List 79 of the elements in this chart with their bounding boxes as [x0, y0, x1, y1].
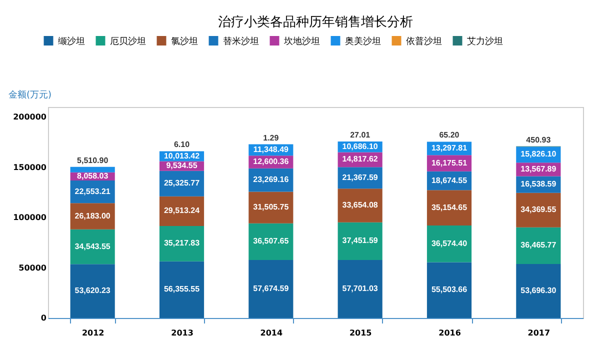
y-tick-label: 100000: [13, 213, 47, 222]
bar: [338, 188, 382, 222]
chart-title: 治疗小类各品种历年销售增长分析: [218, 15, 413, 30]
bar: [70, 229, 115, 264]
x-tick-label: 2012: [82, 328, 104, 338]
legend-label: 氯沙坦: [171, 36, 198, 47]
data-label: 8,058.03: [77, 171, 109, 180]
legend-label: 厄贝沙坦: [110, 36, 146, 47]
data-label: 1.29: [263, 133, 280, 142]
bar: [159, 261, 204, 318]
data-label: 53,696.30: [520, 286, 557, 296]
data-label: 33,654.08: [342, 200, 378, 210]
data-label: 53,620.23: [74, 286, 111, 296]
legend-label: 奥美沙坦: [345, 36, 381, 47]
data-label: 15,826.10: [520, 150, 557, 159]
data-label: 27.01: [350, 130, 371, 140]
data-label: 6.10: [174, 140, 190, 150]
y-tick-label: 0: [40, 314, 47, 322]
bar: [516, 192, 561, 228]
data-label: 16,175.51: [431, 158, 468, 168]
bar: [516, 264, 561, 318]
legend-label: 依普沙坦: [406, 36, 442, 47]
legend-label: 缬沙坦: [58, 36, 85, 47]
bar: [248, 192, 294, 224]
data-label: 35,154.65: [431, 202, 468, 212]
data-label: 57,701.03: [342, 284, 378, 294]
data-label: 12,600.36: [253, 157, 290, 166]
data-label: 36,574.40: [431, 238, 468, 248]
data-label: 36,465.77: [520, 240, 557, 250]
data-label: 34,543.55: [74, 242, 111, 251]
data-label: 450.93: [526, 135, 552, 144]
data-label: 36,507.65: [253, 236, 290, 246]
legend-label: 艾力沙坦: [467, 36, 503, 47]
bar: [70, 264, 115, 318]
data-label: 16,538.59: [520, 180, 557, 189]
data-label: 5,510.90: [77, 156, 109, 165]
y-tick-label: 200000: [13, 112, 47, 122]
data-label: 18,674.55: [431, 176, 468, 185]
x-tick-label: 2013: [171, 328, 194, 338]
x-tick-label: 2014: [260, 328, 283, 338]
bar: [426, 190, 472, 226]
data-label: 22,553.21: [74, 186, 111, 196]
data-label: 13,297.81: [431, 143, 468, 152]
data-label: 31,505.75: [253, 202, 290, 212]
bar: [248, 260, 294, 318]
data-label: 26,183.00: [74, 211, 111, 220]
bar: [426, 262, 472, 318]
data-label: 11,348.49: [253, 144, 290, 154]
bar: [70, 166, 115, 172]
x-tick-label: 2016: [438, 328, 462, 338]
bar: [516, 227, 561, 264]
data-label: 55,503.66: [431, 285, 468, 294]
bar: [159, 226, 204, 262]
y-axis-title: 金额(万元): [8, 90, 52, 100]
data-label: 14,817.62: [342, 154, 378, 164]
bar: [426, 225, 472, 262]
x-tick-label: 2015: [349, 328, 372, 338]
data-label: 35,217.83: [164, 238, 200, 248]
data-label: 21,367.59: [342, 172, 378, 182]
data-label: 10,686.10: [342, 142, 378, 151]
data-label: 65.20: [439, 130, 460, 140]
data-label: 37,451.59: [342, 236, 378, 246]
legend-label: 替米沙坦: [223, 36, 259, 47]
legend-label: 坎地沙坦: [283, 36, 320, 47]
bar: [338, 260, 382, 318]
data-label: 23,269.16: [253, 175, 290, 184]
bar: [248, 223, 294, 260]
data-label: 13,567.89: [520, 164, 557, 174]
data-label: 57,674.59: [253, 284, 290, 294]
data-label: 56,355.55: [164, 284, 200, 294]
x-tick-label: 2017: [528, 328, 550, 338]
data-label: 10,013.42: [164, 151, 200, 160]
data-label: 29,513.24: [164, 206, 200, 216]
data-label: 25,325.77: [164, 178, 200, 188]
bar: [338, 222, 382, 260]
y-tick-label: 50000: [18, 263, 47, 272]
y-tick-label: 150000: [13, 162, 47, 172]
data-label: 34,369.55: [520, 205, 557, 214]
data-label: 9,534.55: [166, 161, 198, 170]
